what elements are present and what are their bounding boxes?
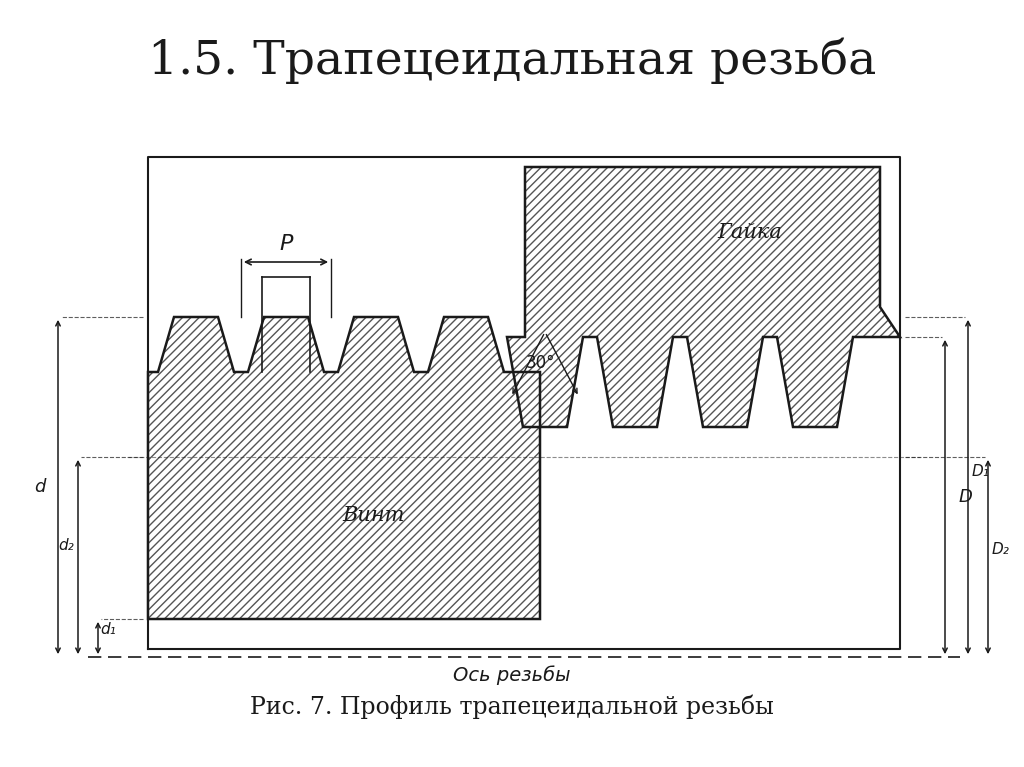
Text: d₁: d₁	[100, 623, 116, 637]
Text: d₂: d₂	[58, 538, 74, 552]
Text: Винт: Винт	[343, 506, 406, 525]
Text: D₂: D₂	[992, 542, 1010, 557]
Polygon shape	[148, 317, 540, 619]
Text: 30°: 30°	[525, 354, 555, 372]
Text: Ось резьбы: Ось резьбы	[454, 665, 570, 685]
Polygon shape	[507, 167, 900, 427]
Text: D: D	[959, 488, 973, 506]
Text: Рис. 7. Профиль трапецеидальной резьбы: Рис. 7. Профиль трапецеидальной резьбы	[250, 694, 774, 719]
Text: Гайка: Гайка	[718, 222, 782, 242]
Text: D₁: D₁	[972, 465, 990, 479]
Text: d: d	[35, 478, 46, 496]
Text: P: P	[280, 234, 293, 254]
Text: 1.5. Трапецеидальная резьба: 1.5. Трапецеидальная резьба	[147, 37, 877, 84]
